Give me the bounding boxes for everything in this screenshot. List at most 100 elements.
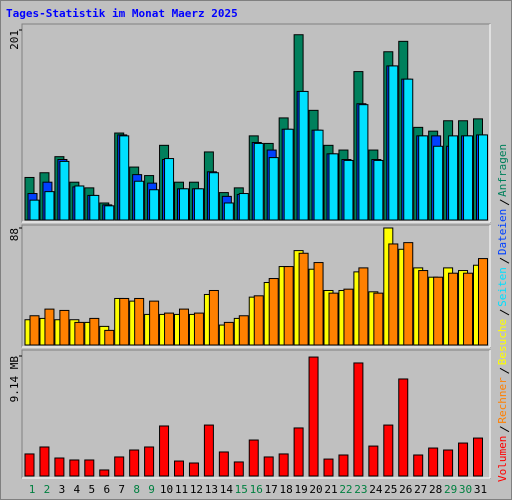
bar [358, 104, 369, 221]
x-tick-label: 4 [74, 483, 81, 496]
legend-entry: Dateien [496, 209, 509, 255]
bar [174, 460, 184, 477]
bar [448, 135, 459, 221]
bar [263, 456, 274, 477]
bar [413, 454, 424, 477]
bar [373, 292, 384, 346]
bar [248, 439, 259, 477]
x-tick-label: 6 [103, 483, 110, 496]
bar [223, 202, 234, 221]
bar [268, 278, 279, 346]
x-tick-label: 10 [160, 483, 173, 496]
bar [358, 267, 369, 346]
x-tick-label: 19 [294, 483, 307, 496]
bar [89, 317, 100, 346]
x-tick-label: 3 [59, 483, 66, 496]
bar [164, 158, 175, 221]
legend: Volumen Rechner Besuche Seiten Dateien Anfrag… [496, 144, 510, 482]
x-tick-label: 7 [118, 483, 125, 496]
x-tick-label: 28 [429, 483, 442, 496]
bar [193, 188, 204, 221]
x-tick-label: 23 [354, 483, 367, 496]
bar [159, 425, 170, 477]
bar [353, 362, 364, 477]
legend-separator [499, 199, 510, 206]
x-tick-label: 31 [474, 483, 487, 496]
bar [268, 157, 279, 221]
bar [253, 142, 264, 221]
bar [383, 424, 394, 477]
x-tick-label: 20 [309, 483, 322, 496]
bar [433, 145, 444, 221]
legend-entry: Anfragen [496, 144, 509, 197]
bar [149, 189, 160, 221]
bar [283, 266, 294, 346]
bar [298, 252, 309, 346]
bar [44, 308, 55, 346]
y-tick-label: 9.14 MB [8, 356, 21, 403]
bar [478, 134, 488, 221]
x-tick-label: 21 [324, 483, 337, 496]
x-tick-label: 16 [250, 483, 263, 496]
x-tick-label: 15 [235, 483, 248, 496]
bar [203, 424, 214, 477]
bar [218, 451, 229, 477]
bar [428, 447, 439, 477]
bar [84, 459, 95, 477]
bar [448, 272, 459, 346]
bar [39, 446, 50, 477]
bar [388, 65, 399, 221]
bar [283, 128, 294, 221]
bar [149, 300, 160, 346]
bar [308, 356, 319, 477]
bar [328, 292, 339, 346]
bar [54, 457, 65, 477]
x-tick-label: 9 [148, 483, 155, 496]
bar [233, 461, 244, 477]
legend-entry: Besuche [496, 319, 509, 365]
legend-separator [499, 367, 510, 374]
chart-title: Tages-Statistik im Monat Maerz 2025 [6, 7, 238, 20]
x-tick-label: 29 [444, 483, 457, 496]
legend-entry: Volumen [496, 436, 509, 482]
x-tick-label: 26 [399, 483, 412, 496]
bar [24, 453, 35, 477]
bar [193, 312, 204, 346]
bar [238, 193, 249, 221]
bar [29, 315, 40, 346]
bar [44, 191, 55, 221]
bar [179, 308, 189, 346]
bar [69, 459, 80, 477]
x-tick-label: 5 [88, 483, 95, 496]
bar [343, 288, 354, 346]
bar [343, 159, 354, 221]
bar [238, 315, 249, 346]
bar [293, 427, 304, 477]
bar [134, 180, 145, 221]
bar [253, 295, 264, 346]
x-tick-label: 13 [205, 483, 218, 496]
bar [164, 312, 175, 346]
bar [104, 205, 115, 221]
x-tick-label: 14 [220, 483, 234, 496]
bar [144, 446, 155, 477]
bar [129, 449, 140, 477]
x-tick-label: 22 [339, 483, 352, 496]
bar [99, 469, 110, 477]
bar [328, 153, 339, 221]
x-tick-label: 25 [384, 483, 397, 496]
x-tick-label: 30 [459, 483, 472, 496]
legend-separator [499, 426, 510, 433]
bar [478, 258, 488, 346]
bar [134, 297, 145, 346]
legend-entry: Rechner [496, 377, 509, 424]
bar [278, 453, 289, 477]
bar [29, 199, 40, 221]
bar [458, 442, 469, 477]
bar [403, 78, 414, 221]
x-tick-label: 12 [190, 483, 203, 496]
bar [323, 458, 334, 477]
bar [208, 289, 219, 346]
bar [313, 262, 324, 346]
x-tick-label: 11 [175, 483, 188, 496]
